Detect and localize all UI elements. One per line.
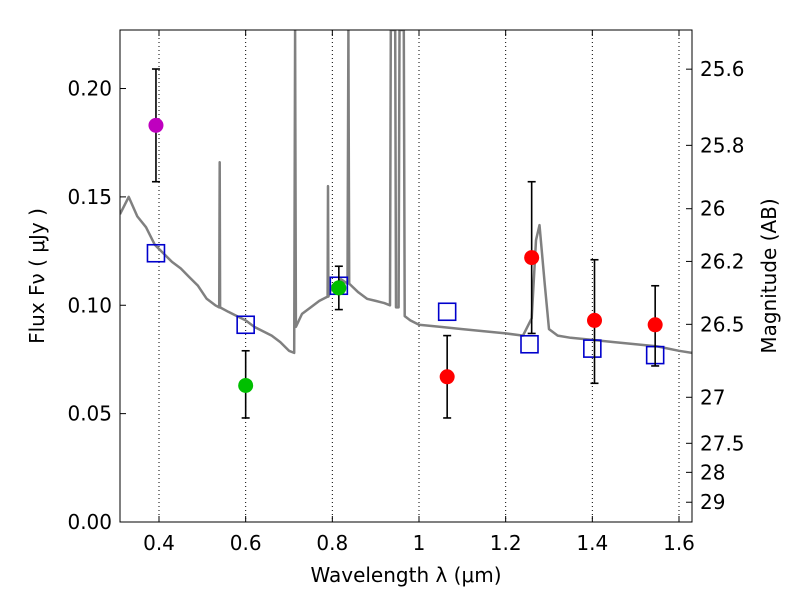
points-layer [146,68,665,419]
x-tick-label: 1.6 [663,531,695,555]
observed-flux-point [331,280,347,296]
x-tick-label: 0.8 [316,531,348,555]
observed-flux-point [148,117,164,133]
observed-flux-point [238,377,254,393]
observed-flux-point [439,369,455,385]
right-tick-label: 29 [700,490,725,514]
right-tick-label: 25.6 [700,57,745,81]
observed-flux-point [587,312,602,328]
model-photometry-square [583,339,602,358]
model-photometry-square [236,315,255,335]
x-tick-label: 0.4 [143,531,175,555]
y-axis-title: Flux Fν ( μJy ) [25,208,49,344]
y-tick-label: 0.00 [67,510,112,534]
observed-flux-point [647,317,663,333]
y-tick-label: 0.10 [67,293,112,317]
model-photometry-square [437,302,457,322]
x-tick-label: 1.4 [576,531,608,555]
right-tick-label: 25.8 [700,133,745,157]
x-tick-label: 1.2 [490,531,522,555]
model-photometry-square [520,334,539,354]
right-tick-label: 26.2 [700,249,745,273]
right-axis-title: Magnitude (AB) [757,198,781,353]
y-tick-label: 0.20 [67,77,112,101]
plot-frame [119,29,693,523]
right-tick-label: 27 [700,385,725,409]
y-tick-label: 0.05 [67,402,112,426]
x-tick-label: 1 [413,531,426,555]
right-tick-label: 27.5 [700,431,745,455]
model-photometry-square [146,243,166,263]
x-tick-label: 0.6 [230,531,262,555]
observed-flux-point [524,250,540,266]
x-axis-title: Wavelength λ (μm) [310,563,501,587]
axis-layer: 0.4 0.6 0.8 1 1.2 1.4 1.6 0.00 0.05 0.10 0.15 0.20 2… [67,30,745,555]
right-tick-label: 26 [700,197,725,221]
right-tick-label: 26.5 [700,312,745,336]
right-tick-label: 28 [700,460,725,484]
y-tick-label: 0.15 [67,185,112,209]
